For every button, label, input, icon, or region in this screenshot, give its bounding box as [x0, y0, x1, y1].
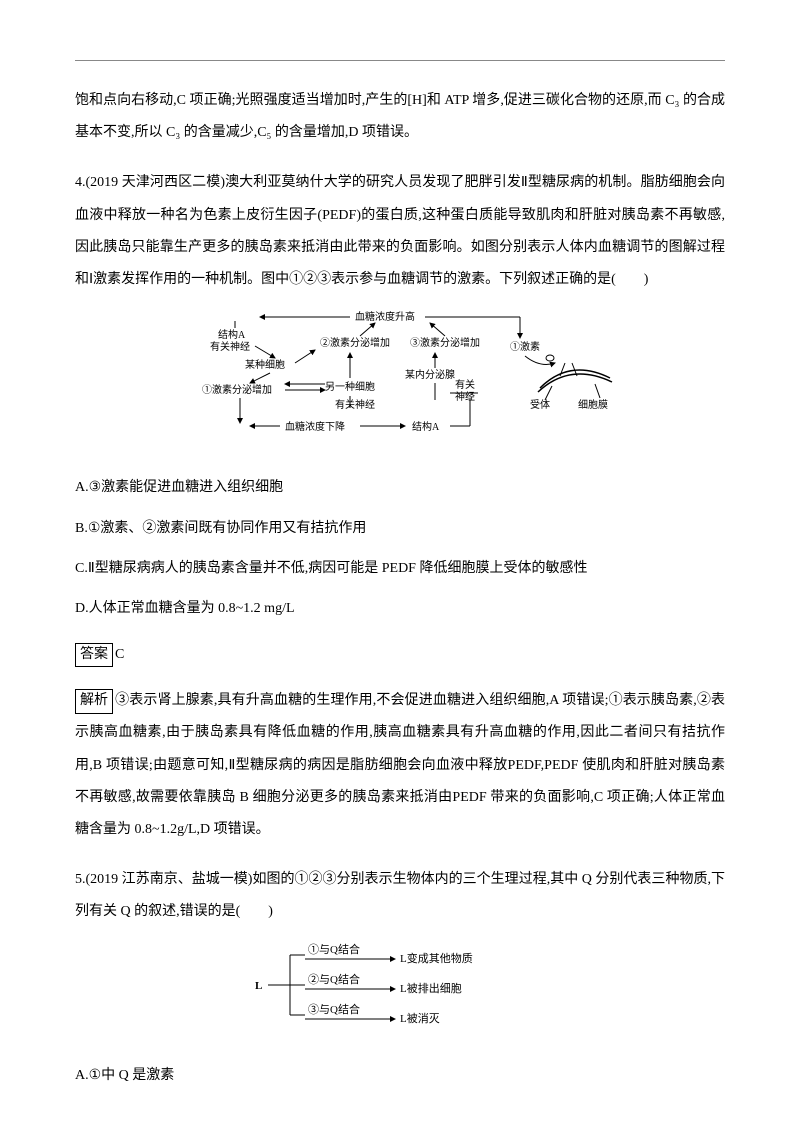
q-process-diagram: L ①与Q结合 L变成其他物质 ②与Q结合 L被排出细胞 ③与Q结合 L被消灭 — [250, 941, 550, 1031]
q5-option-a: A.①中 Q 是激素 — [75, 1060, 725, 1092]
d2-r3: L被消灭 — [400, 1011, 440, 1025]
d1-label-h3: ③激素分泌增加 — [410, 336, 480, 349]
header-rule — [75, 60, 725, 61]
q5-diagram: L ①与Q结合 L变成其他物质 ②与Q结合 L被排出细胞 ③与Q结合 L被消灭 — [75, 941, 725, 1044]
d1-label-cell: 某种细胞 — [245, 358, 285, 371]
d1-label-hormone1: ①激素 — [510, 340, 540, 353]
d2-r2: L被排出细胞 — [400, 981, 462, 995]
q4-stem: 4.(2019 天津河西区二模)澳大利亚莫纳什大学的研究人员发现了肥胖引发Ⅱ型糖… — [75, 167, 725, 296]
q5-stem: 5.(2019 江苏南京、盐城一模)如图的①②③分别表示生物体内的三个生理过程,… — [75, 864, 725, 928]
d1-label-other-cell: 另一种细胞 — [325, 380, 375, 393]
q4-option-d: D.人体正常血糖含量为 0.8~1.2 mg/L — [75, 593, 725, 625]
d1-label: 血糖浓度升高 — [355, 310, 415, 323]
d1-label-gland: 某内分泌腺 — [405, 368, 455, 381]
q4-option-b: B.①激素、②激素间既有协同作用又有拮抗作用 — [75, 513, 725, 545]
q4-explain-text: ③表示肾上腺素,具有升高血糖的生理作用,不会促进血糖进入组织细胞,A 项错误;①… — [75, 693, 725, 837]
d1-label-h2: ②激素分泌增加 — [320, 336, 390, 349]
d1-label-membrane: 细胞膜 — [578, 398, 608, 411]
answer-label-box: 答案 — [75, 643, 113, 667]
d1-label-structA2: 结构A — [412, 420, 440, 433]
d1-label-down: 血糖浓度下降 — [285, 420, 345, 433]
intro-paragraph: 饱和点向右移动,C 项正确;光照强度适当增加时,产生的[H]和 ATP 增多,促… — [75, 85, 725, 149]
d2-L: L — [255, 980, 262, 992]
d1-label-rel2: 神经 — [455, 390, 475, 403]
blood-sugar-diagram: 血糖浓度升高 结构A 有关神经 某种细胞 ②激素分泌增加 ③激素分泌增加 ①激素… — [180, 308, 620, 443]
q4-answer-line: 答案C — [75, 639, 725, 671]
d2-b3: ③与Q结合 — [308, 1002, 360, 1016]
q4-answer-value: C — [115, 647, 124, 662]
explain-label-box: 解析 — [75, 689, 113, 713]
d2-b2: ②与Q结合 — [308, 972, 360, 986]
d1-label-nerve2: 有关神经 — [335, 398, 375, 411]
q4-option-c: C.Ⅱ型糖尿病病人的胰岛素含量并不低,病因可能是 PEDF 降低细胞膜上受体的敏… — [75, 553, 725, 585]
d1-label-structA: 结构A — [218, 328, 246, 341]
d1-label-nerve: 有关神经 — [210, 340, 250, 353]
q4-diagram: 血糖浓度升高 结构A 有关神经 某种细胞 ②激素分泌增加 ③激素分泌增加 ①激素… — [75, 308, 725, 456]
d1-label-rel1: 有关 — [455, 378, 475, 391]
q4-explanation: 解析③表示肾上腺素,具有升高血糖的生理作用,不会促进血糖进入组织细胞,A 项错误… — [75, 685, 725, 846]
q4-option-a: A.③激素能促进血糖进入组织细胞 — [75, 472, 725, 504]
d2-r1: L变成其他物质 — [400, 951, 473, 965]
d1-label-receptor: 受体 — [530, 399, 550, 411]
d2-b1: ①与Q结合 — [308, 942, 360, 956]
d1-label-h1: ①激素分泌增加 — [202, 383, 272, 396]
